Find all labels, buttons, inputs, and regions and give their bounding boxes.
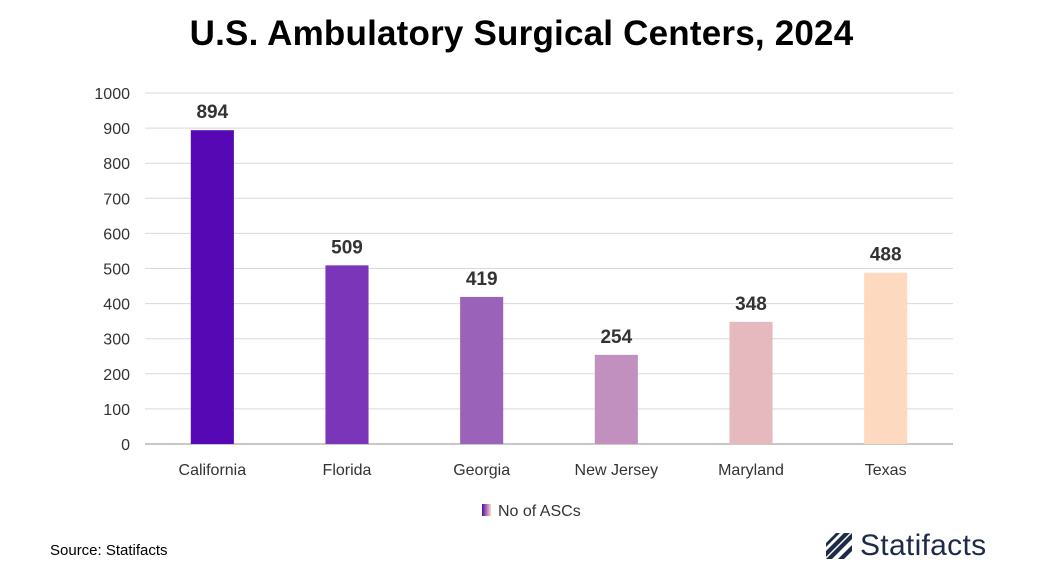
y-tick-label: 100 <box>103 402 130 419</box>
x-tick-label: Georgia <box>453 462 510 479</box>
statifacts-logo-icon <box>826 533 852 559</box>
source-note: Source: Statifacts <box>50 542 168 559</box>
bar <box>864 272 908 444</box>
data-label: 894 <box>196 102 228 123</box>
x-tick-label: Florida <box>323 462 372 479</box>
x-tick-label: New Jersey <box>575 462 659 479</box>
legend-label: No of ASCs <box>498 503 581 520</box>
gridlines <box>145 92 953 445</box>
chart-title: U.S. Ambulatory Surgical Centers, 2024 <box>189 14 854 53</box>
x-tick-label: Texas <box>865 462 907 479</box>
data-label: 419 <box>466 269 498 290</box>
bars <box>190 130 908 444</box>
data-label: 509 <box>331 237 363 258</box>
y-tick-label: 700 <box>103 191 130 208</box>
brand-logo: Statifacts <box>824 528 986 564</box>
y-tick-label: 200 <box>103 367 130 384</box>
data-label: 348 <box>735 294 767 315</box>
bar <box>594 354 638 444</box>
y-tick-label: 600 <box>103 226 130 243</box>
data-labels: 894 509 419 254 348 488 <box>196 102 901 348</box>
y-tick-label: 800 <box>103 156 130 173</box>
y-tick-label: 400 <box>103 297 130 314</box>
x-tick-label: California <box>179 462 247 479</box>
legend-swatch <box>482 504 491 516</box>
brand-name: Statifacts <box>860 529 987 562</box>
data-label: 488 <box>870 245 902 266</box>
y-tick-label: 0 <box>121 437 130 454</box>
x-axis-ticks: California Florida Georgia New Jersey Maryla… <box>179 462 907 479</box>
y-tick-label: 500 <box>103 262 130 279</box>
bar <box>729 321 773 444</box>
x-tick-label: Maryland <box>718 462 784 479</box>
data-label: 254 <box>600 327 632 348</box>
y-tick-label: 1000 <box>94 86 130 103</box>
bar <box>460 296 504 444</box>
y-axis-ticks: 0 100 200 300 400 500 600 700 800 900 1000 <box>94 86 130 454</box>
bar <box>190 130 234 444</box>
y-tick-label: 900 <box>103 121 130 138</box>
legend: No of ASCs <box>482 503 581 520</box>
bar <box>325 265 369 444</box>
y-tick-label: 300 <box>103 332 130 349</box>
